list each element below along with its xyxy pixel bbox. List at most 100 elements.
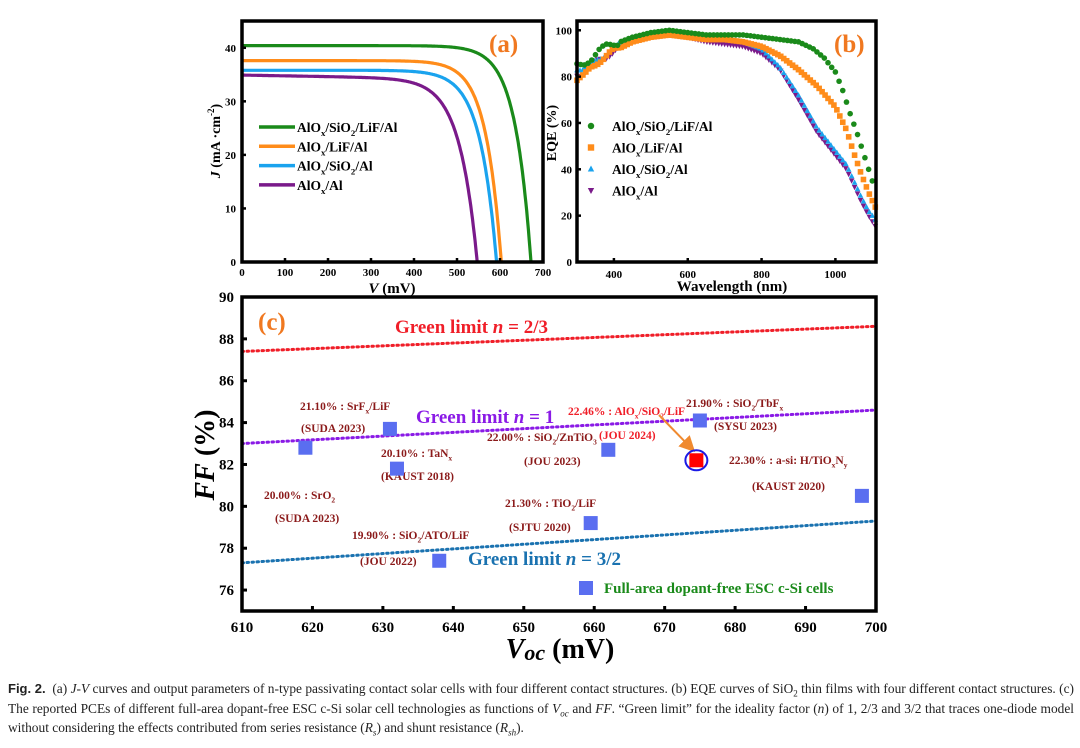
eqe-marker (689, 34, 695, 41)
eqe-marker (648, 34, 654, 41)
panel-b-ylabel: EQE (%) (545, 104, 560, 161)
eqe-marker (813, 123, 819, 129)
data-point (382, 421, 397, 436)
eqe-marker (828, 142, 834, 148)
eqe-marker (860, 203, 867, 210)
eqe-marker (789, 62, 796, 69)
eqe-marker (866, 208, 873, 215)
eqe-marker (739, 38, 746, 45)
eqe-marker (854, 191, 861, 197)
panel-c-ticks: 610 620 630 640 650 660 670 680 690 700 76 78 80 82 84… (219, 290, 887, 636)
eqe-marker (831, 145, 837, 152)
eqe-marker (825, 59, 831, 66)
point-annotation-source: (JOU 2022) (360, 556, 417, 568)
eqe-marker (851, 179, 858, 185)
eqe-marker (592, 51, 599, 58)
panel-c-xlabel: Voc (mV) (506, 634, 615, 665)
eqe-marker (854, 160, 861, 167)
x-tick-label: 500 (449, 267, 466, 279)
eqe-marker (769, 48, 775, 55)
eqe-marker (813, 82, 819, 89)
eqe-marker (763, 45, 769, 52)
x-tick-label: 610 (231, 620, 254, 636)
eqe-marker (786, 78, 793, 85)
eqe-marker (677, 33, 684, 40)
y-tick-label: 100 (556, 25, 573, 37)
eqe-marker (792, 64, 799, 71)
eqe-marker (836, 78, 842, 85)
eqe-marker (712, 36, 719, 43)
panel-b-ticks: 400 600 800 1000 0 20 40 60 80 100 (556, 25, 847, 281)
green-limit-lines: Green limit n = 2/3 Green limit n = 1 Gree… (240, 317, 878, 570)
eqe-marker (795, 97, 802, 103)
eqe-marker (839, 156, 846, 163)
eqe-marker (845, 166, 852, 172)
caption-text: ). (516, 720, 524, 735)
eqe-marker (585, 60, 591, 66)
eqe-marker (780, 55, 787, 62)
eqe-marker (710, 36, 716, 43)
y-tick-label: 0 (567, 257, 573, 269)
eqe-marker (614, 42, 621, 49)
eqe-marker (674, 33, 681, 39)
eqe-marker (745, 40, 752, 46)
eqe-marker (817, 52, 824, 58)
legend-marker (579, 581, 593, 595)
eqe-marker (801, 72, 808, 78)
eqe-marker (727, 37, 734, 44)
x-tick-label: 600 (492, 267, 509, 279)
green-limit-label: Green limit n = 1 (416, 407, 554, 428)
panel-c-label: (c) (258, 309, 286, 336)
eqe-marker (860, 176, 867, 183)
eqe-marker (639, 36, 645, 43)
x-tick-label: 670 (653, 620, 676, 636)
eqe-marker (792, 87, 799, 93)
eqe-marker (851, 184, 858, 191)
eqe-marker (862, 154, 868, 161)
data-point (389, 461, 404, 476)
eqe-marker (810, 118, 817, 124)
y-tick-label: 0 (231, 257, 237, 269)
eqe-marker (718, 36, 725, 43)
eqe-marker (869, 197, 876, 204)
y-tick-label: 30 (225, 96, 237, 108)
eqe-marker (580, 72, 586, 78)
eqe-marker (822, 134, 828, 141)
point-annotation-source: (JOU 2023) (524, 456, 581, 468)
panel-c-frame (240, 295, 878, 613)
eqe-marker (865, 166, 872, 173)
green-limit-line (240, 324, 878, 353)
eqe-marker (810, 79, 817, 86)
highlight-arrow (658, 414, 696, 453)
eqe-marker (789, 87, 796, 94)
eqe-marker (775, 51, 781, 58)
caption-rsh: R (499, 720, 509, 735)
point-annotation-pce: 21.30% : TiO2/LiF (505, 498, 596, 512)
y-tick-label: 80 (561, 72, 573, 84)
y-tick-label: 84 (219, 416, 235, 432)
eqe-marker (760, 44, 766, 51)
eqe-marker (810, 46, 817, 52)
eqe-marker (816, 85, 822, 92)
x-tick-label: 100 (277, 267, 294, 279)
eqe-marker (825, 138, 831, 144)
eqe-marker (606, 49, 613, 55)
eqe-marker (769, 60, 775, 66)
eqe-marker (627, 40, 633, 46)
point-annotation-pce: 20.10% : TaNx (381, 448, 452, 462)
eqe-marker (842, 160, 849, 166)
legend-label: AlOx/SiO2/Al (297, 159, 373, 177)
y-tick-label: 40 (561, 164, 573, 176)
y-tick-label: 76 (219, 583, 235, 599)
panel-a-jv-chart: 0 100 200 300 400 500 600 700 0 10 20 30 40 (a) AlOx… (206, 19, 552, 297)
eqe-marker (594, 61, 601, 68)
eqe-marker (724, 37, 731, 43)
eqe-marker (653, 33, 660, 40)
point-annotation-pce: 21.10% : SrFx/LiF (300, 401, 390, 415)
panel-c-legend: Full-area dopant-free ESC c-Si cells (579, 581, 834, 597)
eqe-marker (795, 92, 802, 98)
eqe-marker (772, 59, 778, 65)
eqe-marker (662, 32, 669, 39)
panel-b-label: (b) (834, 31, 865, 58)
